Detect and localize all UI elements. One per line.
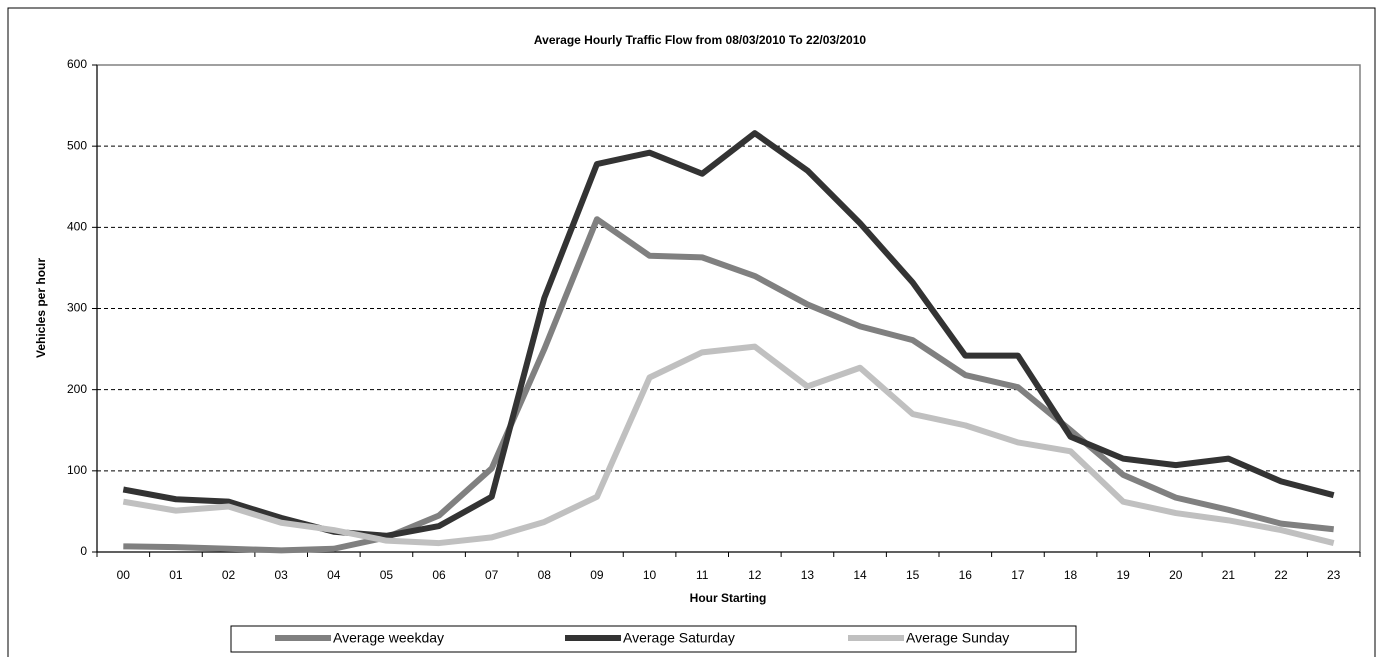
series-line [122,130,1335,539]
x-tick-label: 14 [853,568,867,582]
x-tick-label: 21 [1222,568,1236,582]
x-tick-label: 03 [275,568,289,582]
x-tick-label: 16 [959,568,973,582]
series-line [122,343,1335,547]
chart-title: Average Hourly Traffic Flow from 08/03/2… [534,33,866,47]
x-tick-label: 22 [1274,568,1288,582]
x-tick-label: 00 [117,568,131,582]
chart-frame [7,7,1376,657]
x-tick-label: 23 [1327,568,1341,582]
y-axis-label: Vehicles per hour [34,258,48,358]
y-tick-label: 200 [67,382,87,396]
legend-label: Average Sunday [906,630,1009,646]
y-tick-label: 300 [67,301,87,315]
x-tick-label: 05 [380,568,394,582]
y-tick-label: 0 [80,544,87,558]
x-tick-label: 04 [327,568,341,582]
y-tick-label: 500 [67,138,87,152]
x-tick-label: 09 [590,568,604,582]
y-tick-label: 400 [67,220,87,234]
x-tick-label: 06 [432,568,446,582]
x-tick-label: 15 [906,568,920,582]
x-tick-label: 20 [1169,568,1183,582]
x-tick-label: 11 [696,568,709,582]
x-tick-label: 10 [643,568,657,582]
legend-label: Average Saturday [623,630,735,646]
x-tick-label: 08 [538,568,552,582]
legend-box [230,625,1077,653]
series-line [123,216,1335,554]
x-tick-label: 18 [1064,568,1078,582]
x-tick-label: 01 [169,568,183,582]
x-tick-label: 02 [222,568,236,582]
x-tick-label: 13 [801,568,815,582]
y-tick-label: 600 [67,57,87,71]
legend-label: Average weekday [333,630,444,646]
x-tick-label: 07 [485,568,499,582]
x-tick-label: 17 [1011,568,1025,582]
x-tick-label: 19 [1117,568,1131,582]
y-tick-label: 100 [67,463,87,477]
x-axis-label: Hour Starting [690,591,767,605]
x-tick-label: 12 [748,568,762,582]
